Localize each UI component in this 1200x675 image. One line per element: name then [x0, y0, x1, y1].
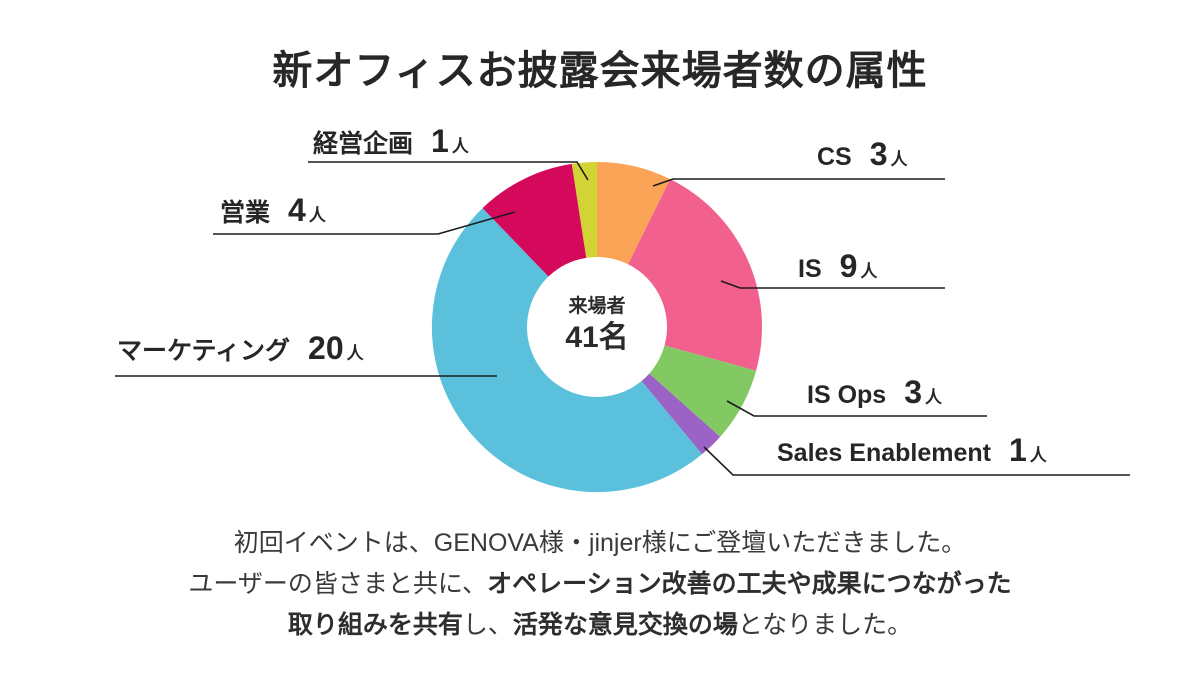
slice-label-経営企画: 経営企画 1 人: [313, 125, 469, 157]
label-unit: 人: [1029, 446, 1047, 465]
slice-IS: [628, 179, 762, 371]
slice-CS: [597, 162, 671, 265]
slice-label-Sales Enablement: Sales Enablement 1 人: [777, 434, 1047, 466]
footer-line-3: 取り組みを共有し、活発な意見交換の場となりました。: [288, 611, 912, 639]
footer-text: 初回イベントは、GENOVA様・jinjer様にご登壇いただきました。 ユーザー…: [0, 523, 1200, 646]
slice-label-CS: CS 3 人: [817, 138, 908, 170]
leader-line-営業: [213, 211, 516, 235]
footer-segment: となりました。: [737, 611, 913, 639]
label-value: 3: [904, 374, 922, 410]
slice-経営企画: [571, 162, 597, 258]
label-unit: 人: [308, 206, 326, 225]
leader-line-CS: [652, 178, 945, 187]
label-unit: 人: [451, 137, 469, 156]
slice-label-マーケティング: マーケティング 20 人: [117, 332, 364, 364]
label-value: 1: [431, 123, 449, 159]
label-name: CS: [817, 143, 852, 171]
slice-Sales Enablement: [641, 373, 721, 455]
label-value: 20: [308, 330, 344, 366]
label-unit: 人: [924, 388, 942, 407]
slice-label-IS: IS 9 人: [798, 250, 877, 282]
leader-line-IS Ops: [726, 400, 987, 417]
label-name: マーケティング: [117, 337, 291, 365]
page-title: 新オフィスお披露会来場者数の属性: [272, 49, 928, 93]
label-value: 3: [869, 136, 888, 172]
center-label-total: 41名: [565, 321, 629, 354]
footer-segment: 初回イベントは、GENOVA様・jinjer様にご登壇いただきました。: [233, 529, 967, 557]
footer-line-2: ユーザーの皆さまと共に、オペレーション改善の工夫や成果につながった: [188, 570, 1011, 598]
footer-segment: 活発な意見交換の場: [512, 611, 738, 639]
label-name: Sales Enablement: [777, 439, 991, 467]
label-unit: 人: [890, 150, 908, 169]
label-name: 営業: [220, 199, 271, 227]
label-name: IS Ops: [807, 381, 887, 409]
slice-label-営業: 営業 4 人: [220, 194, 326, 226]
donut-center-label: 来場者 41名: [497, 296, 697, 355]
label-unit: 人: [346, 344, 364, 363]
label-value: 9: [839, 248, 858, 284]
label-value: 1: [1008, 432, 1027, 468]
leader-line-経営企画: [308, 161, 589, 181]
slice-label-IS Ops: IS Ops 3 人: [807, 376, 942, 408]
leader-line-Sales Enablement: [703, 446, 1130, 476]
footer-segment: し、: [462, 611, 513, 639]
slice-マーケティング: [431, 208, 702, 493]
footer-segment: 取り組みを共有: [287, 611, 463, 639]
footer-segment: オペレーション改善の工夫や成果につながった: [487, 570, 1012, 598]
label-name: IS: [798, 255, 822, 283]
leader-line-IS: [720, 280, 945, 289]
label-value: 4: [288, 192, 306, 228]
footer-segment: ユーザーの皆さまと共に、: [188, 570, 488, 598]
label-unit: 人: [860, 262, 878, 281]
slice-営業: [482, 163, 587, 277]
footer-line-1: 初回イベントは、GENOVA様・jinjer様にご登壇いただきました。: [234, 529, 966, 557]
center-label-caption: 来場者: [568, 296, 626, 317]
label-name: 経営企画: [313, 130, 414, 158]
slice-IS Ops: [649, 345, 757, 437]
